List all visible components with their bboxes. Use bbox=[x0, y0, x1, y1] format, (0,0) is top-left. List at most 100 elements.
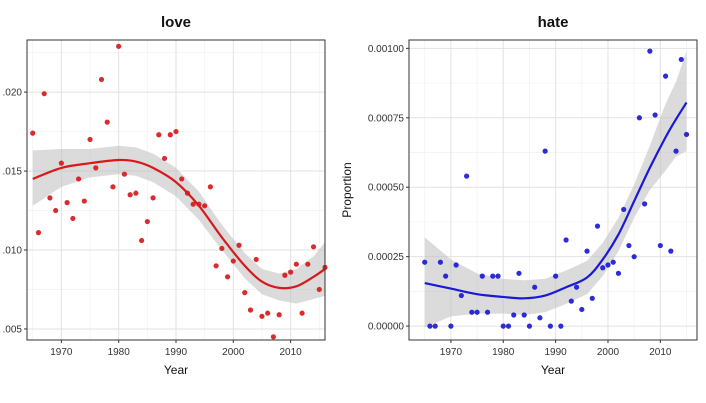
love-y-tick-label: .015 bbox=[3, 167, 23, 178]
love-data-point bbox=[276, 312, 282, 318]
hate-data-point bbox=[610, 259, 616, 265]
love-data-point bbox=[144, 218, 150, 225]
hate-data-point bbox=[657, 242, 663, 249]
love-data-point bbox=[133, 190, 139, 196]
hate-data-point bbox=[511, 312, 517, 318]
hate-data-point bbox=[526, 323, 533, 329]
hate-y-tick-label: 0.00000 bbox=[368, 322, 405, 333]
hate-data-point bbox=[448, 323, 454, 329]
love-data-point bbox=[127, 192, 133, 198]
love-y-tick-label: .005 bbox=[3, 324, 23, 335]
hate-data-point bbox=[558, 323, 564, 329]
hate-data-point bbox=[495, 273, 501, 279]
love-data-point bbox=[299, 310, 305, 316]
hate-x-tick-label: 2010 bbox=[649, 347, 672, 358]
love-data-point bbox=[288, 269, 294, 275]
love-data-point bbox=[167, 132, 173, 138]
hate-data-point bbox=[683, 131, 690, 138]
hate-data-point bbox=[615, 270, 622, 276]
hate-smooth-line bbox=[424, 101, 688, 300]
love-data-point bbox=[190, 201, 196, 207]
love-y-tick-label: .020 bbox=[3, 88, 23, 99]
hate-data-point bbox=[516, 270, 522, 276]
hate-plot-area: 1970 1980 1990 2000 2010 0.00000 0.00025 0.0005… bbox=[368, 39, 698, 358]
hate-y-tick-label: 0.00100 bbox=[368, 44, 405, 55]
hate-data-point bbox=[636, 115, 643, 121]
love-data-point bbox=[47, 195, 53, 201]
hate-y-tick-label: 0.00075 bbox=[368, 113, 405, 124]
love-x-tick-label: 2000 bbox=[222, 347, 245, 358]
hate-x-tick-label: 1980 bbox=[492, 347, 515, 358]
hate-data-point bbox=[490, 273, 496, 279]
love-data-point bbox=[70, 215, 76, 222]
hate-data-point bbox=[600, 265, 606, 271]
hate-data-point bbox=[532, 284, 538, 290]
hate-data-point bbox=[458, 292, 464, 299]
hate-data-point bbox=[437, 259, 444, 265]
love-confidence-band bbox=[32, 145, 325, 304]
hate-data-point bbox=[647, 48, 653, 54]
hate-y-axis-title: Proportion bbox=[340, 162, 354, 217]
hate-data-point bbox=[537, 315, 543, 321]
hate-data-point bbox=[505, 323, 512, 329]
panel-love: love 1970 1980 1990 2000 2010 .005 .010 .015 .02… bbox=[3, 14, 328, 377]
hate-data-point bbox=[563, 237, 569, 243]
hate-data-point bbox=[474, 309, 480, 315]
love-data-point bbox=[81, 198, 87, 204]
love-data-point bbox=[75, 176, 82, 182]
love-data-point bbox=[219, 245, 225, 252]
love-data-point bbox=[98, 76, 105, 83]
hate-data-point bbox=[589, 295, 595, 301]
love-smooth-line bbox=[32, 158, 326, 290]
hate-data-point bbox=[479, 273, 485, 279]
hate-x-axis-title: Year bbox=[541, 363, 565, 377]
hate-panel-border bbox=[408, 39, 698, 341]
hate-data-point bbox=[642, 201, 648, 207]
love-data-point bbox=[93, 165, 99, 171]
love-data-point bbox=[87, 136, 93, 143]
hate-data-point bbox=[443, 273, 449, 279]
love-data-point bbox=[202, 203, 208, 209]
panel-title-hate: hate bbox=[538, 14, 569, 31]
hate-data-point bbox=[469, 309, 475, 315]
hate-data-point bbox=[678, 56, 684, 63]
love-data-point bbox=[53, 207, 59, 214]
hate-data-point bbox=[464, 173, 470, 179]
love-data-point bbox=[213, 263, 219, 269]
love-data-point bbox=[236, 242, 242, 248]
hate-data-point bbox=[605, 262, 611, 268]
hate-data-point bbox=[584, 248, 590, 254]
hate-data-point bbox=[626, 242, 632, 249]
love-data-point bbox=[316, 286, 322, 293]
love-data-point bbox=[156, 132, 162, 138]
love-data-point bbox=[293, 261, 299, 267]
love-data-point bbox=[58, 160, 64, 166]
hate-confidence-band bbox=[424, 51, 687, 328]
hate-data-point bbox=[542, 148, 548, 154]
hate-data-point bbox=[568, 298, 574, 304]
love-data-point bbox=[30, 130, 36, 136]
panel-hate: hate 1970 1980 1990 2000 2010 0.00000 0.00025 0… bbox=[340, 14, 698, 377]
love-data-point bbox=[207, 184, 213, 190]
love-data-point bbox=[35, 230, 42, 236]
love-data-point bbox=[150, 195, 156, 201]
love-data-point bbox=[64, 200, 70, 206]
hate-data-point bbox=[673, 148, 679, 154]
love-data-point bbox=[110, 184, 116, 190]
hate-data-point bbox=[631, 254, 637, 260]
love-data-point bbox=[282, 272, 288, 278]
love-data-point bbox=[224, 274, 231, 280]
love-x-tick-label: 1980 bbox=[108, 347, 131, 358]
hate-data-point bbox=[547, 323, 553, 329]
love-data-point bbox=[41, 91, 47, 97]
hate-y-tick-label: 0.00050 bbox=[368, 183, 405, 194]
love-data-point bbox=[230, 258, 236, 264]
love-data-point bbox=[242, 290, 248, 296]
hate-data-point bbox=[453, 262, 459, 268]
hate-data-point bbox=[662, 73, 669, 79]
hate-data-point bbox=[579, 306, 585, 313]
love-y-tick-label: .010 bbox=[3, 246, 23, 257]
hate-data-point bbox=[652, 112, 658, 118]
